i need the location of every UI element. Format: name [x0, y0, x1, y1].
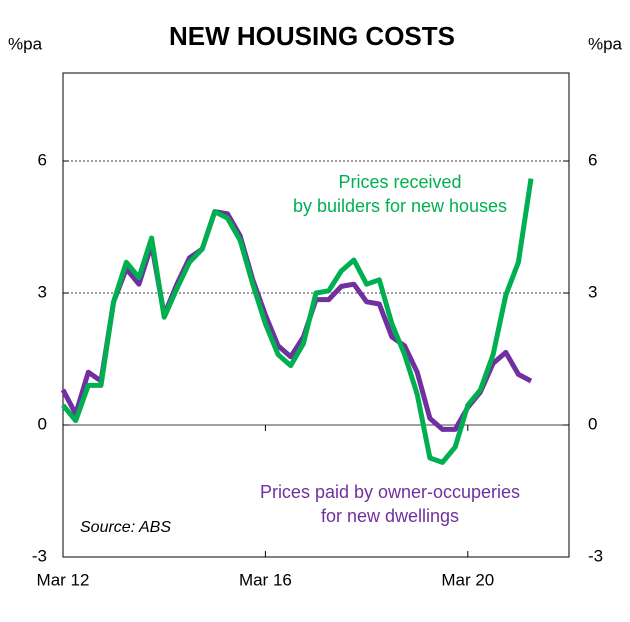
- x-tick-label: Mar 20: [441, 570, 494, 589]
- y2-tick-label: 6: [588, 150, 597, 169]
- y-tick-label: 6: [38, 150, 47, 169]
- series-label: Prices received by builders for new hous…: [292, 172, 508, 216]
- y2-tick-label: -3: [588, 546, 603, 565]
- series-label: Prices paid by owner-occuperies for new …: [259, 482, 521, 526]
- y-axis-label: %pa: [8, 34, 43, 53]
- plot-frame: [62, 72, 570, 558]
- y2-axis-label: %pa: [588, 34, 623, 53]
- x-tick-label: Mar 16: [239, 570, 292, 589]
- series-line: [60, 209, 533, 432]
- y2-tick-label: 0: [588, 414, 597, 433]
- x-tick-label: Mar 12: [37, 570, 90, 589]
- series-line: [61, 178, 534, 465]
- chart-title: NEW HOUSING COSTS: [169, 21, 455, 51]
- y2-tick-label: 3: [588, 282, 597, 301]
- y-tick-label: 3: [38, 282, 47, 301]
- source: Source: ABS: [80, 519, 171, 536]
- y-tick-label: -3: [32, 546, 47, 565]
- y-tick-label: 0: [38, 414, 47, 433]
